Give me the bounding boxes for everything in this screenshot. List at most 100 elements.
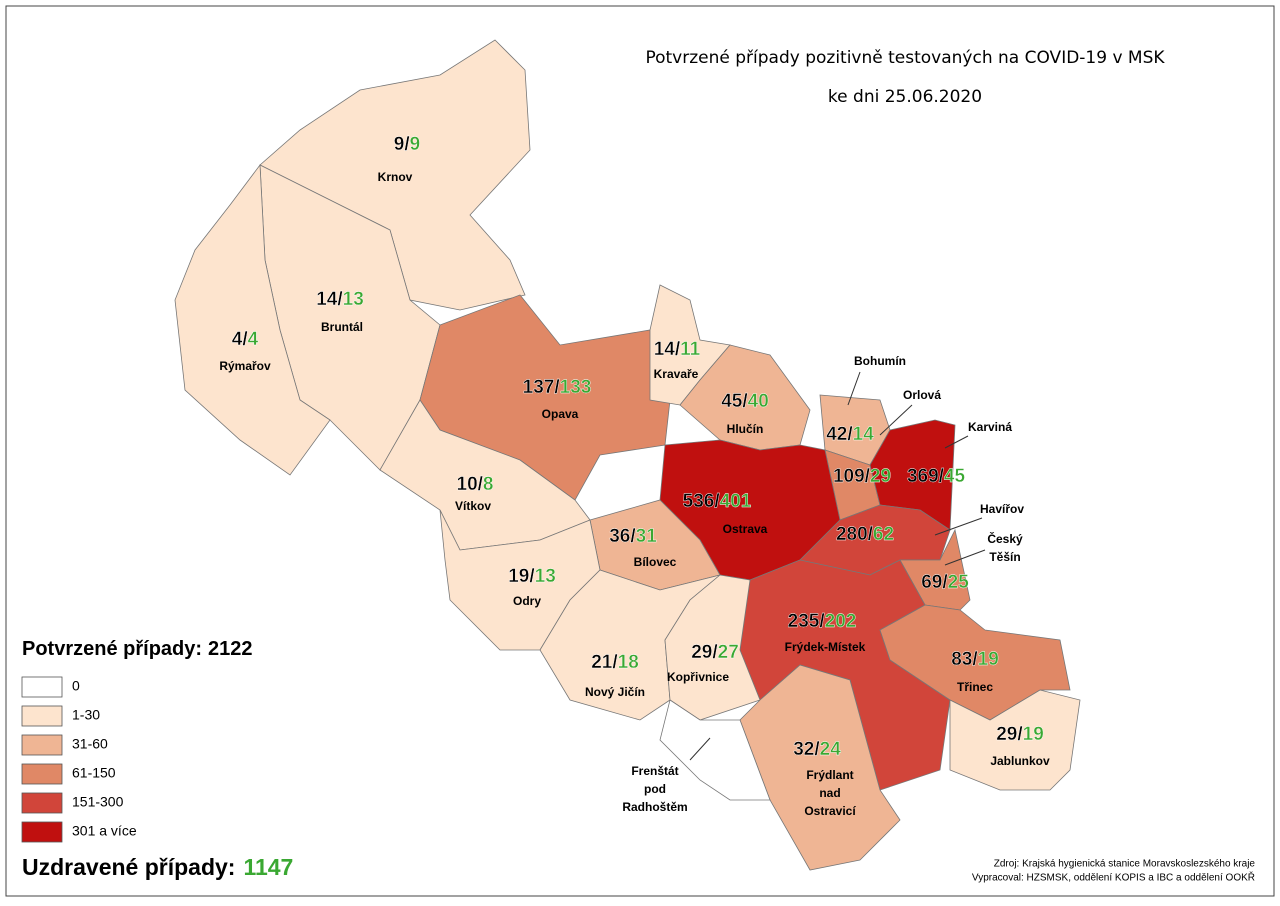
confirmed: 14 (654, 339, 676, 360)
region-name: Český (987, 531, 1023, 546)
region-name: Odry (513, 594, 541, 608)
separator: / (554, 377, 560, 398)
legend-label: 31-60 (72, 736, 108, 752)
legend-swatch (21, 792, 63, 814)
separator: / (819, 611, 825, 632)
confirmed: 83 (951, 649, 972, 670)
region-name: Nový Jičín (585, 685, 645, 699)
case-label: 280/62 (836, 524, 894, 545)
callout (689, 737, 711, 761)
case-label: 29/19 (996, 724, 1044, 745)
confirmed: 4 (232, 329, 243, 350)
regions (174, 39, 1081, 871)
separator: / (939, 466, 945, 487)
case-label: 14/13 (316, 289, 364, 310)
labels: 9/9Krnov14/13Bruntál4/4Rýmařov137/133Opa… (219, 134, 1050, 818)
case-label: 10/8 (457, 474, 494, 495)
recovered: 133 (560, 377, 592, 398)
legend-title: Potvrzené případy: 2122 (22, 638, 253, 660)
separator: / (1017, 724, 1023, 745)
region-name: Ostravicí (804, 804, 856, 818)
confirmed: 32 (793, 739, 814, 760)
recovered-total: Uzdravené případy: 1147 (22, 854, 293, 880)
case-label: 235/202 (788, 611, 857, 632)
case-label: 19/13 (508, 566, 556, 587)
case-label: 9/9 (394, 134, 420, 155)
callout (944, 435, 969, 449)
region-name: Radhoštěm (622, 800, 687, 814)
confirmed: 137 (523, 377, 555, 398)
legend-total: 2122 (208, 638, 253, 660)
legend-swatch (21, 763, 63, 785)
legend: Potvrzené případy: 2122 0 1-30 31-60 61-150 15… (21, 638, 293, 880)
region (879, 604, 1071, 721)
recovered: 40 (748, 391, 769, 412)
separator: / (529, 566, 535, 587)
region-name: Ostrava (723, 522, 768, 536)
region-name: pod (644, 782, 666, 796)
separator: / (404, 134, 410, 155)
region-name: Kopřivnice (667, 670, 729, 684)
confirmed: 42 (826, 424, 847, 445)
separator: / (865, 466, 871, 487)
region (659, 699, 771, 801)
region-name: Opava (542, 407, 579, 421)
legend-label: 61-150 (72, 765, 116, 781)
separator: / (868, 524, 874, 545)
region-name: Bruntál (321, 320, 363, 334)
region-name: Krnov (378, 170, 413, 184)
confirmed: 69 (921, 572, 942, 593)
case-label: 21/18 (591, 652, 639, 673)
region-name: Těšín (989, 550, 1020, 564)
separator: / (714, 491, 720, 512)
legend-label: Potvrzené případy: (22, 638, 202, 660)
separator: / (630, 526, 636, 547)
case-label: 29/27 (691, 642, 739, 663)
case-label: 137/133 (523, 377, 592, 398)
case-label: 69/25 (921, 572, 969, 593)
recovered: 11 (680, 339, 701, 360)
case-label: 4/4 (232, 329, 259, 350)
region-name: Orlová (903, 388, 941, 402)
legend-swatch (21, 705, 63, 727)
separator: / (712, 642, 718, 663)
confirmed: 109 (833, 466, 865, 487)
recovered: 31 (636, 526, 658, 547)
confirmed: 19 (508, 566, 529, 587)
callout (944, 549, 986, 566)
separator: / (612, 652, 618, 673)
legend-swatch (21, 734, 63, 756)
recovered: 62 (873, 524, 894, 545)
separator: / (814, 739, 820, 760)
subtitle: ke dni 25.06.2020 (828, 87, 982, 107)
recovered: 13 (535, 566, 556, 587)
legend-swatch (21, 676, 63, 698)
case-label: 45/40 (721, 391, 769, 412)
region-name: Frenštát (631, 764, 678, 778)
recovered: 29 (870, 466, 891, 487)
confirmed: 45 (721, 391, 743, 412)
region-name: Třinec (957, 680, 993, 694)
legend-label: 301 a více (72, 823, 137, 839)
source: Vypracoval: HZSMSK, oddělení KOPIS a IBC… (972, 871, 1255, 884)
recovered: 401 (720, 491, 752, 512)
region-name: Karviná (968, 420, 1012, 434)
region-name: Bílovec (634, 555, 677, 569)
separator: / (942, 572, 948, 593)
confirmed: 536 (683, 491, 715, 512)
callout (847, 371, 861, 406)
recovered-label: Uzdravené případy: (22, 854, 235, 880)
recovered: 4 (248, 329, 259, 350)
confirmed: 36 (609, 526, 630, 547)
case-label: 536/401 (683, 491, 752, 512)
recovered: 19 (1023, 724, 1044, 745)
region-name: Frýdek-Místek (785, 640, 866, 654)
region-name: Frýdlant (806, 768, 853, 782)
title: Potvrzené případy pozitivně testovaných … (645, 48, 1165, 68)
recovered-value: 1147 (243, 854, 293, 880)
legend-swatch (21, 821, 63, 843)
recovered: 19 (978, 649, 999, 670)
legend-label: 0 (72, 678, 80, 694)
region-name: Kravaře (654, 367, 699, 381)
